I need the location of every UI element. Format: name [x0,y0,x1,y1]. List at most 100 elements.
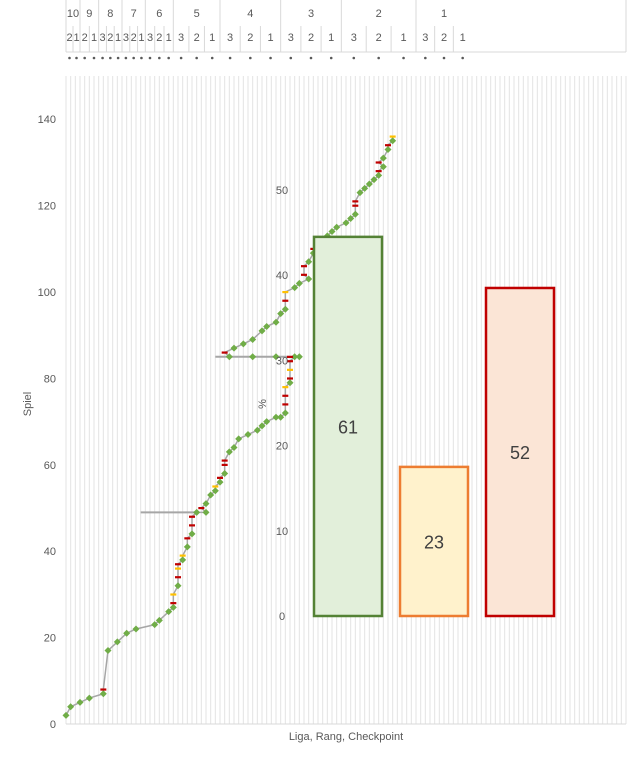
checkpoint-marker [195,56,198,60]
rank-label: 3 [178,32,184,44]
win-marker [123,629,131,637]
win-marker [277,310,285,318]
win-marker [155,616,163,624]
stay-marker [189,524,195,527]
win-marker [225,448,233,456]
y-tick-label: 80 [44,373,56,385]
loss-marker [375,161,382,164]
win-marker [291,284,299,292]
rank-label: 3 [227,32,233,44]
y-tick-label: 120 [38,201,56,213]
checkpoint-marker [167,56,170,60]
x-axis-header: 102 192 183 2 173 2 163 2 153 2 143 2 133 2 123 2 113 2 1 [65,0,627,60]
win-marker [375,171,383,179]
win-marker [295,279,303,287]
stay-marker [179,554,186,557]
stay-marker [282,291,289,294]
league-label: 6 [156,8,162,20]
win-marker [249,336,257,344]
checkpoint-marker [228,56,232,60]
win-marker [253,426,261,434]
win-marker [379,163,387,171]
win-marker [295,353,303,361]
rank-label: 1 [460,32,466,44]
percentage-bar [484,286,556,618]
stay-marker [175,567,181,570]
win-marker [225,353,233,361]
rank-label: 2 [82,32,88,44]
win-marker [62,711,70,719]
stay-marker [170,593,177,596]
win-marker [286,379,294,387]
bar-y-tick-label: 10 [276,526,288,538]
checkpoint-marker [158,56,161,60]
win-marker [113,638,121,646]
stay-marker [212,485,219,488]
league-label: 1 [441,8,447,20]
bar-y-tick-label: 0 [279,611,285,623]
win-marker [230,344,238,352]
win-marker [263,323,271,331]
win-marker [132,625,140,633]
rank-label: 2 [131,32,137,44]
stay-marker [217,476,223,479]
rank-label: 1 [73,32,79,44]
win-marker [272,353,280,361]
win-marker [379,154,387,162]
win-marker [272,413,280,421]
stay-marker [385,144,391,147]
y-tick-label: 140 [38,114,56,126]
rank-label: 2 [194,32,200,44]
win-marker [365,180,373,188]
checkpoint-marker [210,56,214,60]
checkpoint-marker [92,56,96,60]
loss-marker [301,273,307,276]
win-marker [202,500,210,508]
stay-marker [189,515,195,518]
y-axis-label: Spiel [22,392,34,416]
checkpoint-marker [289,56,293,60]
rank-label: 2 [156,32,162,44]
checkpoint-marker [442,56,446,60]
win-marker [235,435,243,443]
y-tick-label: 0 [50,719,56,731]
league-label: 2 [376,8,382,20]
win-marker [179,556,187,564]
win-marker [244,431,252,439]
win-marker [174,582,182,590]
stay-marker [221,463,228,466]
percentage-bars: 0 10 20 30 40 50 61 23 52 [276,185,556,623]
win-marker [85,694,93,702]
win-marker [328,228,336,236]
bar-y-tick-label: 40 [276,270,288,282]
league-label: 10 [67,8,79,20]
bar-value-label: 61 [338,417,358,437]
rank-label: 1 [91,32,97,44]
rank-label: 2 [66,32,72,44]
win-marker [281,305,289,313]
checkpoint-marker [179,56,183,60]
win-marker [347,215,355,223]
win-marker [221,469,229,477]
win-marker [249,353,257,361]
stay-marker [170,602,177,605]
win-marker [272,318,280,326]
loss-marker [198,507,205,510]
y-tick-label: 100 [38,287,56,299]
checkpoint-marker [101,56,104,60]
win-marker [384,145,392,153]
win-marker [333,223,341,231]
stay-marker [184,537,191,540]
win-marker [202,508,210,516]
stay-marker [389,135,396,138]
bar-y-tick-label: 50 [276,185,288,197]
win-marker [263,418,271,426]
win-marker [342,219,350,227]
win-marker [211,487,219,495]
y-tick-label: 40 [44,546,56,558]
rank-label: 1 [115,32,121,44]
checkpoint-marker [424,56,427,60]
win-marker [361,184,369,192]
win-marker [258,327,266,335]
stay-marker [301,265,307,268]
